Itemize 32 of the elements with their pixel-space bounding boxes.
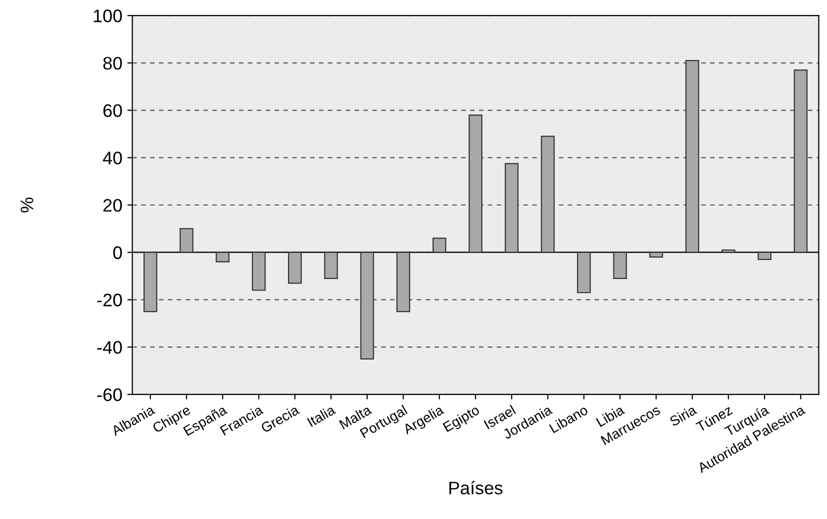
bar	[288, 252, 302, 284]
y-tick-label: -20	[97, 294, 122, 306]
bar	[504, 163, 519, 253]
bar	[252, 252, 266, 291]
y-tick-label: 20	[103, 198, 122, 212]
bar	[324, 252, 338, 279]
y-tick-label: -60	[97, 388, 122, 402]
bar	[758, 252, 772, 260]
y-tick-label: 100	[94, 10, 122, 22]
y-axis-title: %	[20, 198, 34, 212]
y-tick-label: 80	[103, 56, 122, 70]
bar	[144, 252, 158, 312]
bar	[396, 252, 410, 312]
x-tick-label: Italia	[306, 404, 336, 428]
bar	[180, 228, 194, 253]
bar	[794, 69, 808, 253]
y-tick-label: -40	[97, 341, 122, 354]
bar	[360, 252, 374, 360]
bar	[722, 249, 736, 253]
bar	[432, 238, 446, 253]
bar	[468, 114, 482, 253]
bar	[613, 252, 627, 279]
bar	[540, 136, 555, 253]
bar	[577, 252, 591, 294]
bar	[685, 60, 700, 253]
bar	[649, 252, 664, 258]
x-axis-title: Países	[449, 480, 502, 494]
x-tick-label: Siria	[668, 404, 698, 427]
y-tick-label: 0	[113, 246, 122, 260]
y-tick-label: 40	[102, 152, 122, 164]
y-tick-label: 60	[103, 104, 122, 118]
bar	[216, 252, 230, 262]
